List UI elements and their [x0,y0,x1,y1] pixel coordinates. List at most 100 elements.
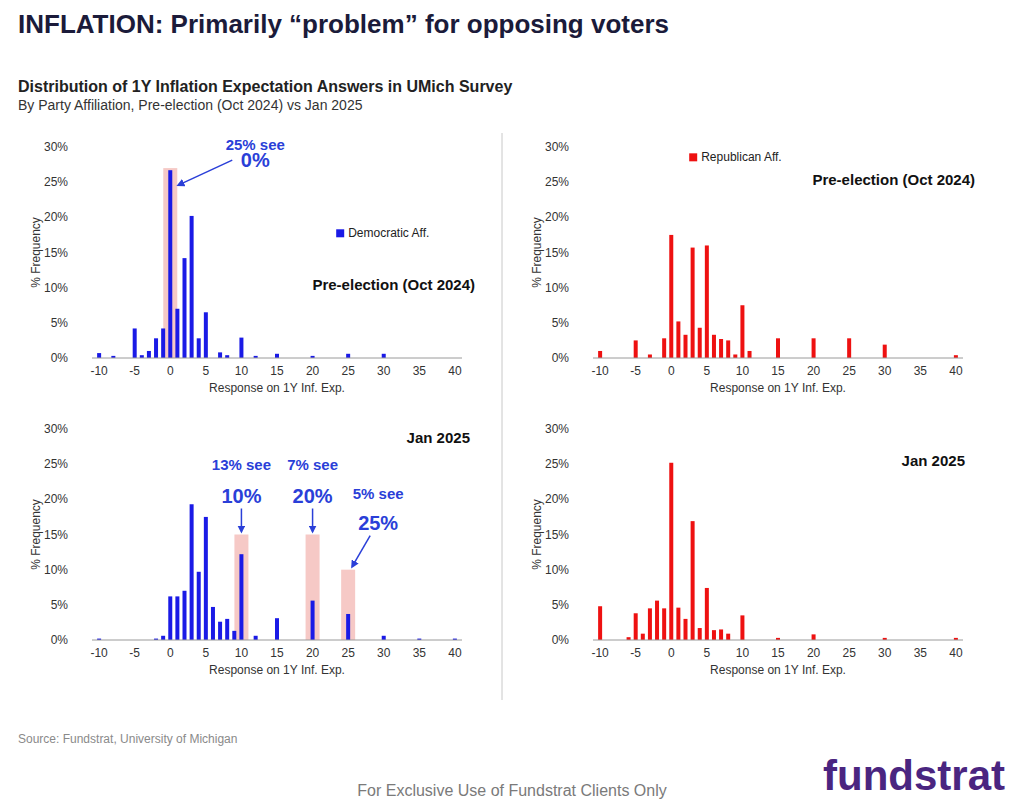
x-tick-label: -5 [129,364,140,378]
panel-title: Pre-election (Oct 2024) [312,276,475,293]
bar [740,615,744,640]
x-tick-label: -5 [630,364,641,378]
bar [669,463,673,640]
bar [168,596,172,640]
x-tick-label: 40 [448,364,462,378]
bar [648,608,652,640]
y-axis-label: % Frequency [29,499,43,570]
y-tick-label: 10% [44,281,68,295]
bar [712,335,716,358]
panel: 0%5%10%15%20%25%30%-10-50510152025303540… [530,422,965,677]
annotation-text: 0% [241,149,270,171]
plot-area [598,235,958,358]
x-tick-label: 15 [270,646,284,660]
x-tick-label: 15 [771,646,785,660]
bar [239,338,243,358]
bar [748,351,752,358]
x-tick-label: 35 [413,364,427,378]
y-tick-label: 10% [545,563,569,577]
y-tick-label: 15% [545,246,569,260]
x-tick-label: 30 [878,364,892,378]
y-tick-label: 20% [545,210,569,224]
highlight-band [341,570,355,640]
annotation-arrow [312,509,314,532]
bar [662,608,666,640]
x-tick-label: 30 [377,646,391,660]
bar [311,601,315,640]
highlight-band [306,535,320,641]
highlight-band [234,535,248,641]
bar [776,338,780,358]
y-tick-label: 25% [44,457,68,471]
plot-area [598,463,958,640]
bar [691,521,695,640]
panel: 0%5%10%15%20%25%30%-10-50510152025303540… [29,422,470,677]
bar [175,309,179,358]
page-title: INFLATION: Primarily “problem” for oppos… [18,9,669,39]
panel-title: Jan 2025 [902,452,965,469]
bar [346,614,350,640]
annotation-text: 7% see [287,456,338,473]
y-tick-label: 25% [545,175,569,189]
bar [641,634,645,640]
x-tick-label: 5 [704,364,711,378]
legend-swatch [689,153,697,161]
bar [147,351,151,358]
x-tick-label: 20 [306,364,320,378]
plot-area [97,168,386,358]
y-tick-label: 5% [552,598,570,612]
bar [662,338,666,358]
annotation-arrow [178,160,232,185]
x-tick-label: 5 [704,646,711,660]
bar [168,170,172,358]
bar [204,517,208,640]
x-axis-label: Response on 1Y Inf. Exp. [209,663,345,677]
annotation-text: 13% see [212,456,271,473]
x-axis-line [92,358,462,359]
bar [726,634,730,640]
bar [225,619,229,640]
x-tick-label: -5 [129,646,140,660]
x-axis-line [593,358,963,359]
logo: fundstrat [823,752,1005,799]
y-axis-label: % Frequency [530,499,544,570]
x-tick-label: 40 [949,364,963,378]
x-tick-label: 25 [842,646,856,660]
bar [847,338,851,358]
x-tick-label: 25 [842,364,856,378]
x-tick-label: 0 [167,646,174,660]
y-axis-label: % Frequency [29,217,43,288]
x-axis-line [593,640,963,641]
x-tick-label: -10 [591,364,609,378]
x-tick-label: 40 [949,646,963,660]
x-tick-label: 10 [736,364,750,378]
x-tick-label: 35 [914,646,928,660]
bar [669,235,673,358]
x-tick-label: -10 [90,364,108,378]
x-tick-label: 30 [377,364,391,378]
bar [275,354,279,358]
bar [239,554,243,640]
bar [211,607,215,640]
annotation-arrow [241,509,243,532]
bar [382,354,386,358]
y-tick-label: 0% [51,351,69,365]
bar [204,312,208,358]
bar [740,305,744,358]
plot-area [97,504,457,640]
y-tick-label: 25% [545,457,569,471]
x-tick-label: 15 [270,364,284,378]
bar [719,339,723,358]
y-tick-label: 20% [44,492,68,506]
bar [97,353,101,358]
x-tick-label: -10 [591,646,609,660]
x-tick-label: 0 [167,364,174,378]
bar [254,636,258,640]
legend-label: Democratic Aff. [348,226,429,240]
bar [698,628,702,640]
x-tick-label: 20 [807,646,821,660]
x-tick-label: 25 [341,364,355,378]
bar [634,613,638,640]
x-axis-label: Response on 1Y Inf. Exp. [710,381,846,395]
bar [232,631,236,640]
